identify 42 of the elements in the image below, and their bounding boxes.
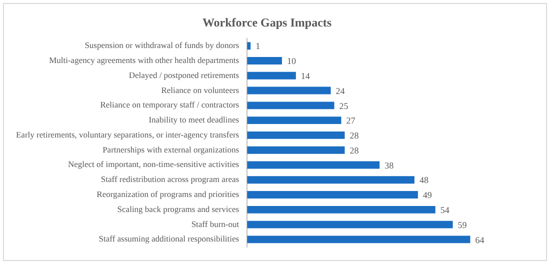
bar bbox=[247, 57, 282, 64]
data-label: 25 bbox=[339, 100, 349, 111]
y-tick-label: Staff burn-out bbox=[191, 218, 240, 229]
data-label: 64 bbox=[475, 234, 485, 245]
data-label: 48 bbox=[419, 175, 429, 186]
bar bbox=[247, 146, 345, 154]
y-tick-label: Reorganization of programs and priorities bbox=[96, 189, 240, 200]
y-tick-label: Partnerships with external organizations bbox=[102, 144, 240, 154]
data-label: 38 bbox=[384, 160, 394, 170]
bar bbox=[247, 131, 345, 139]
bar bbox=[247, 236, 470, 244]
data-label: 14 bbox=[300, 70, 310, 81]
data-label: 27 bbox=[346, 116, 356, 126]
data-label: 1 bbox=[256, 41, 260, 52]
y-tick-label: Scaling back programs and services bbox=[117, 204, 240, 214]
data-label: 54 bbox=[440, 205, 450, 216]
bar bbox=[247, 191, 418, 198]
bar bbox=[247, 86, 331, 94]
data-label: 24 bbox=[336, 86, 346, 96]
bar bbox=[247, 72, 296, 80]
y-tick-label: Reliance on volunteers bbox=[161, 84, 240, 95]
y-tick-label: Multi-agency agreements with other health departments bbox=[49, 54, 240, 65]
data-label: 28 bbox=[350, 145, 360, 156]
data-label: 49 bbox=[422, 190, 432, 200]
data-label: 10 bbox=[286, 56, 296, 66]
data-label: 28 bbox=[350, 130, 360, 141]
bar bbox=[247, 206, 436, 214]
bar bbox=[247, 176, 414, 184]
y-tick-label: Early retirements, voluntary separations, or inter-agency transfers bbox=[16, 129, 240, 140]
bar bbox=[247, 220, 453, 228]
bar bbox=[247, 102, 334, 110]
y-tick-label: Delayed / postponed retirements bbox=[128, 70, 240, 80]
y-tick-label: Reliance on temporary staff / contractors bbox=[100, 100, 240, 110]
data-label: 59 bbox=[458, 220, 468, 230]
bar bbox=[247, 161, 380, 169]
y-tick-label: Neglect of important, non-time-sensitive activities bbox=[68, 159, 240, 170]
y-tick-label: Staff assuming additional responsibilities bbox=[98, 234, 240, 244]
y-tick-label: Inability to meet deadlines bbox=[148, 114, 240, 125]
bar bbox=[247, 116, 342, 124]
y-tick-label: Suspension or withdrawal of funds by donors bbox=[84, 40, 240, 50]
y-tick-label: Staff redistribution across program areas bbox=[100, 174, 240, 184]
chart-title: Workforce Gaps Impacts bbox=[202, 15, 332, 30]
